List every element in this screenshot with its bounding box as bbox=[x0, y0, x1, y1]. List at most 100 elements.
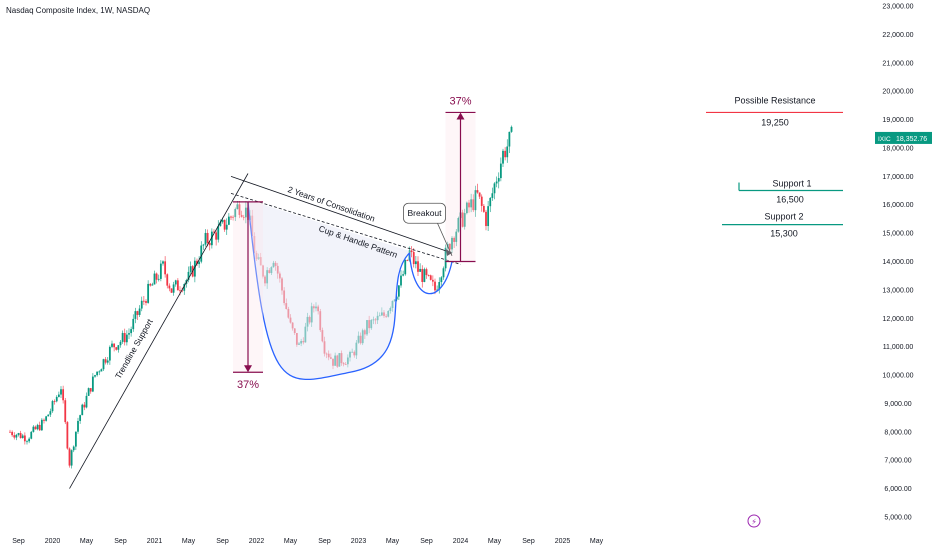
candle-body bbox=[419, 268, 422, 272]
candle-body bbox=[480, 196, 483, 206]
candle-body bbox=[132, 318, 135, 330]
x-tick-label: May bbox=[488, 538, 502, 545]
trendline-support bbox=[69, 173, 249, 489]
candle-body bbox=[499, 163, 502, 179]
candle-body bbox=[87, 388, 90, 396]
candle-body bbox=[183, 284, 186, 291]
candle-body bbox=[102, 359, 105, 370]
candle-body bbox=[117, 345, 120, 350]
candle-body bbox=[204, 232, 207, 245]
y-tick-label: 5,000.00 bbox=[884, 515, 911, 522]
candle-body bbox=[491, 193, 494, 198]
candle-body bbox=[487, 206, 490, 227]
candle-body bbox=[74, 431, 77, 447]
candle-body bbox=[202, 244, 205, 246]
candle-body bbox=[470, 199, 473, 208]
candle-body bbox=[230, 216, 232, 218]
candle-body bbox=[26, 441, 28, 443]
candle-body bbox=[32, 426, 35, 432]
candle-body bbox=[11, 431, 14, 436]
candle-body bbox=[40, 419, 43, 431]
y-tick-label: 14,000.00 bbox=[882, 259, 913, 266]
candle-body bbox=[493, 183, 496, 194]
y-tick-label: 17,000.00 bbox=[882, 174, 913, 181]
candle-body bbox=[234, 208, 237, 218]
y-tick-label: 18,000.00 bbox=[882, 145, 913, 152]
candle-body bbox=[425, 269, 428, 276]
measure-right-arrowhead bbox=[456, 112, 465, 120]
candle-body bbox=[223, 219, 226, 230]
candle-body bbox=[21, 435, 24, 439]
candle-body bbox=[164, 261, 167, 275]
candle-body bbox=[457, 218, 460, 232]
candle-body bbox=[30, 431, 33, 439]
x-tick-label: Sep bbox=[12, 538, 25, 545]
candle-body bbox=[77, 420, 79, 432]
handle-curve bbox=[408, 252, 453, 295]
candle-body bbox=[421, 268, 424, 282]
candle-body bbox=[506, 146, 509, 158]
last-price-symbol: IXIC bbox=[878, 136, 891, 143]
candle-body bbox=[436, 289, 439, 291]
candle-body bbox=[106, 360, 109, 363]
resistance-title: Possible Resistance bbox=[734, 95, 815, 105]
candle-body bbox=[119, 341, 122, 346]
candle-body bbox=[179, 290, 181, 292]
candle-body bbox=[72, 446, 75, 451]
candle-body bbox=[94, 375, 96, 377]
x-tick-label: Sep bbox=[318, 538, 331, 545]
candle-body bbox=[100, 369, 103, 372]
candle-body bbox=[162, 261, 164, 264]
x-tick-label: Sep bbox=[114, 538, 127, 545]
candle-body bbox=[187, 271, 190, 281]
y-tick-label: 8,000.00 bbox=[884, 429, 911, 436]
y-tick-label: 11,000.00 bbox=[883, 344, 914, 351]
y-tick-label: 10,000.00 bbox=[882, 373, 913, 380]
candle-body bbox=[196, 260, 198, 265]
candle-body bbox=[240, 214, 243, 217]
y-tick-label: 22,000.00 bbox=[882, 32, 913, 39]
candle-body bbox=[478, 192, 481, 197]
candle-body bbox=[15, 434, 18, 438]
y-tick-label: 15,000.00 bbox=[882, 231, 913, 238]
candle-body bbox=[208, 242, 211, 246]
candle-body bbox=[482, 205, 485, 212]
candle-body bbox=[138, 308, 141, 315]
candle-body bbox=[64, 400, 67, 423]
candle-body bbox=[9, 431, 11, 433]
candle-body bbox=[85, 395, 88, 408]
candle-body bbox=[402, 274, 405, 276]
y-tick-label: 19,000.00 bbox=[882, 117, 913, 124]
candle-body bbox=[111, 343, 113, 347]
candle-body bbox=[147, 283, 150, 303]
candle-body bbox=[448, 243, 451, 250]
candle-body bbox=[28, 438, 31, 442]
candle-body bbox=[53, 401, 56, 402]
candle-body bbox=[159, 263, 162, 279]
candle-body bbox=[51, 401, 54, 412]
candle-body bbox=[502, 150, 504, 164]
chart-title: Nasdaq Composite Index, 1W, NASDAQ bbox=[6, 6, 151, 15]
candle-body bbox=[400, 275, 402, 286]
candle-body bbox=[145, 301, 147, 303]
candle-body bbox=[442, 268, 445, 278]
candle-body bbox=[463, 213, 466, 227]
candle-body bbox=[174, 280, 177, 285]
candle-body bbox=[57, 394, 60, 397]
x-tick-label: May bbox=[590, 538, 604, 545]
candle-body bbox=[79, 415, 82, 421]
last-price-value: 18,352.76 bbox=[896, 136, 927, 143]
candle-body bbox=[96, 371, 99, 376]
candle-body bbox=[55, 396, 58, 402]
candle-body bbox=[210, 231, 213, 246]
candle-body bbox=[98, 371, 101, 373]
candle-body bbox=[206, 232, 209, 243]
candle-body bbox=[219, 222, 222, 227]
candle-body bbox=[431, 279, 434, 282]
y-tick-label: 6,000.00 bbox=[884, 486, 911, 493]
candle-body bbox=[36, 424, 39, 430]
candle-body bbox=[429, 275, 432, 280]
candle-body bbox=[19, 433, 22, 439]
event-marker-icon bbox=[747, 514, 761, 528]
